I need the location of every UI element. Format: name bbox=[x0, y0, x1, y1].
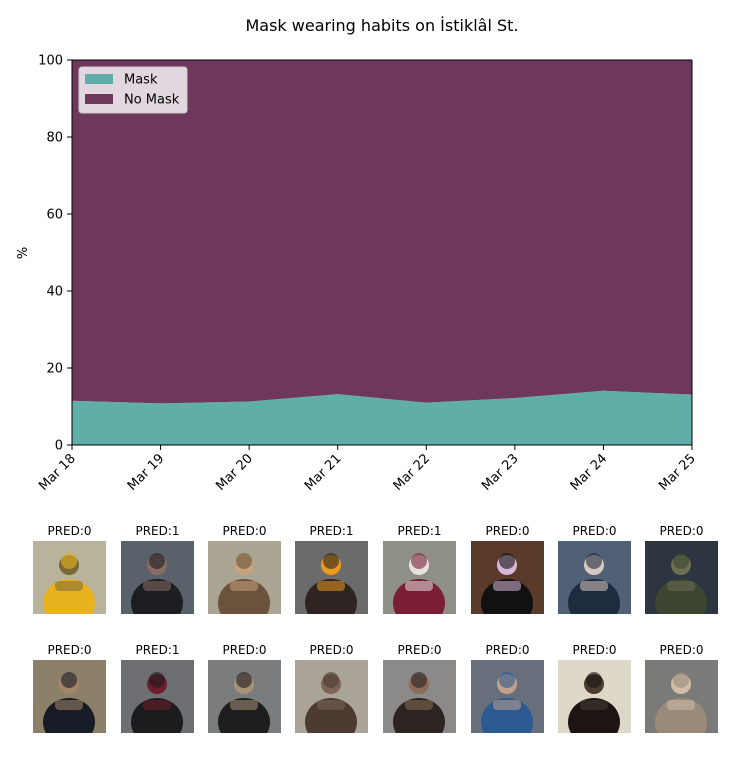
y-tick-label: 100 bbox=[38, 54, 63, 69]
y-tick-label: 80 bbox=[46, 131, 63, 146]
x-tick-label: Mar 23 bbox=[479, 451, 522, 494]
legend-swatch-mask bbox=[85, 74, 113, 84]
legend: Mask No Mask bbox=[78, 66, 188, 114]
y-tick-label: 0 bbox=[55, 439, 63, 454]
x-tick-label: Mar 24 bbox=[568, 451, 611, 494]
x-tick-label: Mar 21 bbox=[302, 451, 345, 494]
x-tick-label: Mar 20 bbox=[213, 451, 256, 494]
x-tick-label: Mar 25 bbox=[656, 451, 699, 494]
legend-swatch-no-mask bbox=[85, 94, 113, 104]
y-tick-label: 20 bbox=[46, 362, 63, 377]
x-tick-label: Mar 22 bbox=[391, 451, 434, 494]
area-series-no-mask bbox=[72, 60, 692, 404]
y-axis-label: % bbox=[16, 247, 31, 259]
y-tick-label: 40 bbox=[46, 285, 63, 300]
area-series-mask bbox=[72, 390, 692, 445]
x-tick-label: Mar 19 bbox=[125, 451, 168, 494]
y-tick-label: 60 bbox=[46, 208, 63, 223]
legend-label-no-mask: No Mask bbox=[124, 93, 180, 108]
legend-label-mask: Mask bbox=[124, 73, 158, 88]
x-tick-label: Mar 18 bbox=[36, 451, 79, 494]
chart-title: Mask wearing habits on İstiklâl St. bbox=[245, 16, 518, 35]
